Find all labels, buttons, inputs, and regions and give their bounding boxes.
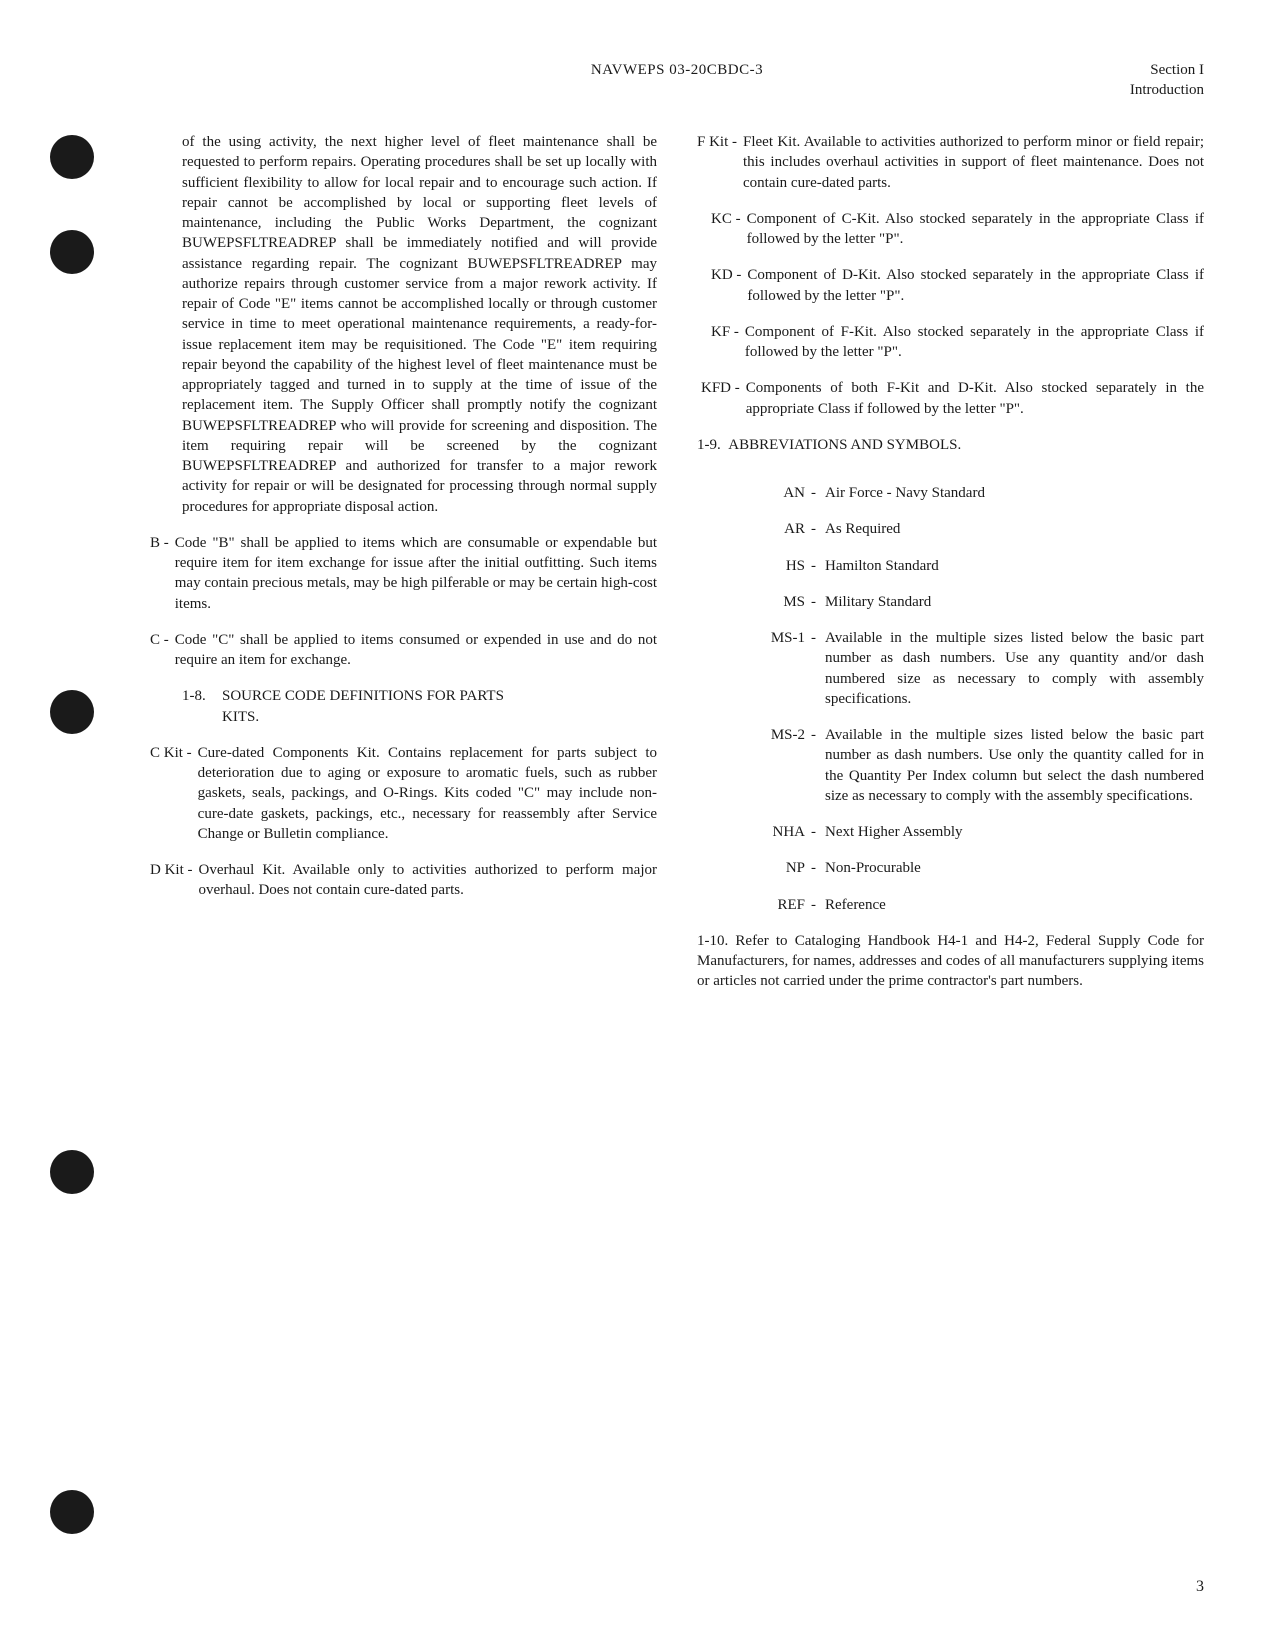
punch-hole (50, 1490, 94, 1534)
dash: - (811, 483, 825, 503)
abbrev-ref-text: Reference (825, 895, 1204, 915)
header-section-line2: Introduction (1130, 80, 1204, 100)
dash: - (811, 519, 825, 539)
dash: - (811, 895, 825, 915)
code-c-definition: C - Code "C" shall be applied to items c… (150, 630, 657, 671)
punch-hole (50, 1150, 94, 1194)
abbrev-ms2: MS-2 - Available in the multiple sizes l… (749, 725, 1204, 806)
dash: - (811, 858, 825, 878)
abbrev-nha: NHA - Next Higher Assembly (749, 822, 1204, 842)
dash: - (811, 556, 825, 576)
abbrev-hs-text: Hamilton Standard (825, 556, 1204, 576)
punch-hole (50, 135, 94, 179)
d-kit-text: Overhaul Kit. Available only to activiti… (199, 860, 658, 901)
punch-hole (50, 230, 94, 274)
d-kit-label: D Kit - (150, 860, 199, 901)
f-kit-label: F Kit - (697, 132, 743, 193)
c-kit-definition: C Kit - Cure-dated Components Kit. Conta… (150, 743, 657, 844)
abbrev-hs: HS - Hamilton Standard (749, 556, 1204, 576)
abbrev-ms1: MS-1 - Available in the multiple sizes l… (749, 628, 1204, 709)
section-1-8-title-line1: SOURCE CODE DEFINITIONS FOR PARTS (222, 686, 504, 706)
dash: - (811, 592, 825, 612)
header-doc-id: NAVWEPS 03-20CBDC-3 (150, 60, 1204, 80)
section-1-9-num: 1-9. (697, 437, 721, 453)
code-c-label: C - (150, 630, 175, 671)
abbrev-ms2-label: MS-2 (749, 725, 811, 806)
punch-hole (50, 690, 94, 734)
continuation-paragraph: of the using activity, the next higher l… (182, 132, 657, 517)
abbrev-hs-label: HS (749, 556, 811, 576)
abbrev-ref: REF - Reference (749, 895, 1204, 915)
code-c-text: Code "C" shall be applied to items consu… (175, 630, 657, 671)
para-1-10: 1-10. Refer to Cataloging Handbook H4-1 … (697, 931, 1204, 992)
section-1-8-num: 1-8. (182, 686, 222, 706)
document-page: NAVWEPS 03-20CBDC-3 Section I Introducti… (0, 0, 1274, 1048)
abbrev-ms-label: MS (749, 592, 811, 612)
dash: - (811, 628, 825, 709)
abbrev-ar: AR - As Required (749, 519, 1204, 539)
abbrev-an: AN - Air Force - Navy Standard (749, 483, 1204, 503)
two-column-body: of the using activity, the next higher l… (150, 132, 1204, 1008)
f-kit-text: Fleet Kit. Available to activities autho… (743, 132, 1204, 193)
c-kit-label: C Kit - (150, 743, 198, 844)
blank-indent (182, 707, 222, 727)
section-1-8-title-line2: KITS. (222, 707, 259, 727)
kf-label: KF - (711, 322, 745, 363)
abbrev-np-text: Non-Procurable (825, 858, 1204, 878)
abbrev-np-label: NP (749, 858, 811, 878)
kd-text: Component of D-Kit. Also stocked separat… (747, 265, 1204, 306)
kfd-definition: KFD - Components of both F-Kit and D-Kit… (701, 378, 1204, 419)
abbrev-nha-text: Next Higher Assembly (825, 822, 1204, 842)
header-section-line1: Section I (1130, 60, 1204, 80)
f-kit-definition: F Kit - Fleet Kit. Available to activiti… (697, 132, 1204, 193)
dash: - (811, 725, 825, 806)
header-section: Section I Introduction (1130, 60, 1204, 101)
code-b-label: B - (150, 533, 175, 614)
d-kit-definition: D Kit - Overhaul Kit. Available only to … (150, 860, 657, 901)
kf-text: Component of F-Kit. Also stocked separat… (745, 322, 1204, 363)
kfd-label: KFD - (701, 378, 746, 419)
page-number: 3 (1196, 1576, 1204, 1598)
abbrev-ar-text: As Required (825, 519, 1204, 539)
section-1-9-header: 1-9. ABBREVIATIONS AND SYMBOLS. (697, 435, 1204, 455)
abbrev-ms: MS - Military Standard (749, 592, 1204, 612)
code-b-text: Code "B" shall be applied to items which… (175, 533, 657, 614)
kf-definition: KF - Component of F-Kit. Also stocked se… (711, 322, 1204, 363)
section-1-9-title: ABBREVIATIONS AND SYMBOLS. (728, 437, 961, 453)
kc-label: KC - (711, 209, 747, 250)
right-column: F Kit - Fleet Kit. Available to activiti… (697, 132, 1204, 1008)
abbrev-np: NP - Non-Procurable (749, 858, 1204, 878)
abbrev-ref-label: REF (749, 895, 811, 915)
abbrev-an-label: AN (749, 483, 811, 503)
abbreviations-list: AN - Air Force - Navy Standard AR - As R… (749, 483, 1204, 915)
dash: - (811, 822, 825, 842)
kfd-text: Components of both F-Kit and D-Kit. Also… (746, 378, 1204, 419)
abbrev-ms2-text: Available in the multiple sizes listed b… (825, 725, 1204, 806)
kc-text: Component of C-Kit. Also stocked separat… (747, 209, 1204, 250)
kc-definition: KC - Component of C-Kit. Also stocked se… (711, 209, 1204, 250)
abbrev-ms1-text: Available in the multiple sizes listed b… (825, 628, 1204, 709)
abbrev-ms1-label: MS-1 (749, 628, 811, 709)
kd-label: KD - (711, 265, 747, 306)
page-header: NAVWEPS 03-20CBDC-3 Section I Introducti… (150, 60, 1204, 100)
c-kit-text: Cure-dated Components Kit. Contains repl… (198, 743, 657, 844)
section-1-8-header: 1-8. SOURCE CODE DEFINITIONS FOR PARTS K… (182, 686, 657, 727)
left-column: of the using activity, the next higher l… (150, 132, 657, 1008)
abbrev-ar-label: AR (749, 519, 811, 539)
abbrev-nha-label: NHA (749, 822, 811, 842)
kd-definition: KD - Component of D-Kit. Also stocked se… (711, 265, 1204, 306)
abbrev-an-text: Air Force - Navy Standard (825, 483, 1204, 503)
code-b-definition: B - Code "B" shall be applied to items w… (150, 533, 657, 614)
abbrev-ms-text: Military Standard (825, 592, 1204, 612)
